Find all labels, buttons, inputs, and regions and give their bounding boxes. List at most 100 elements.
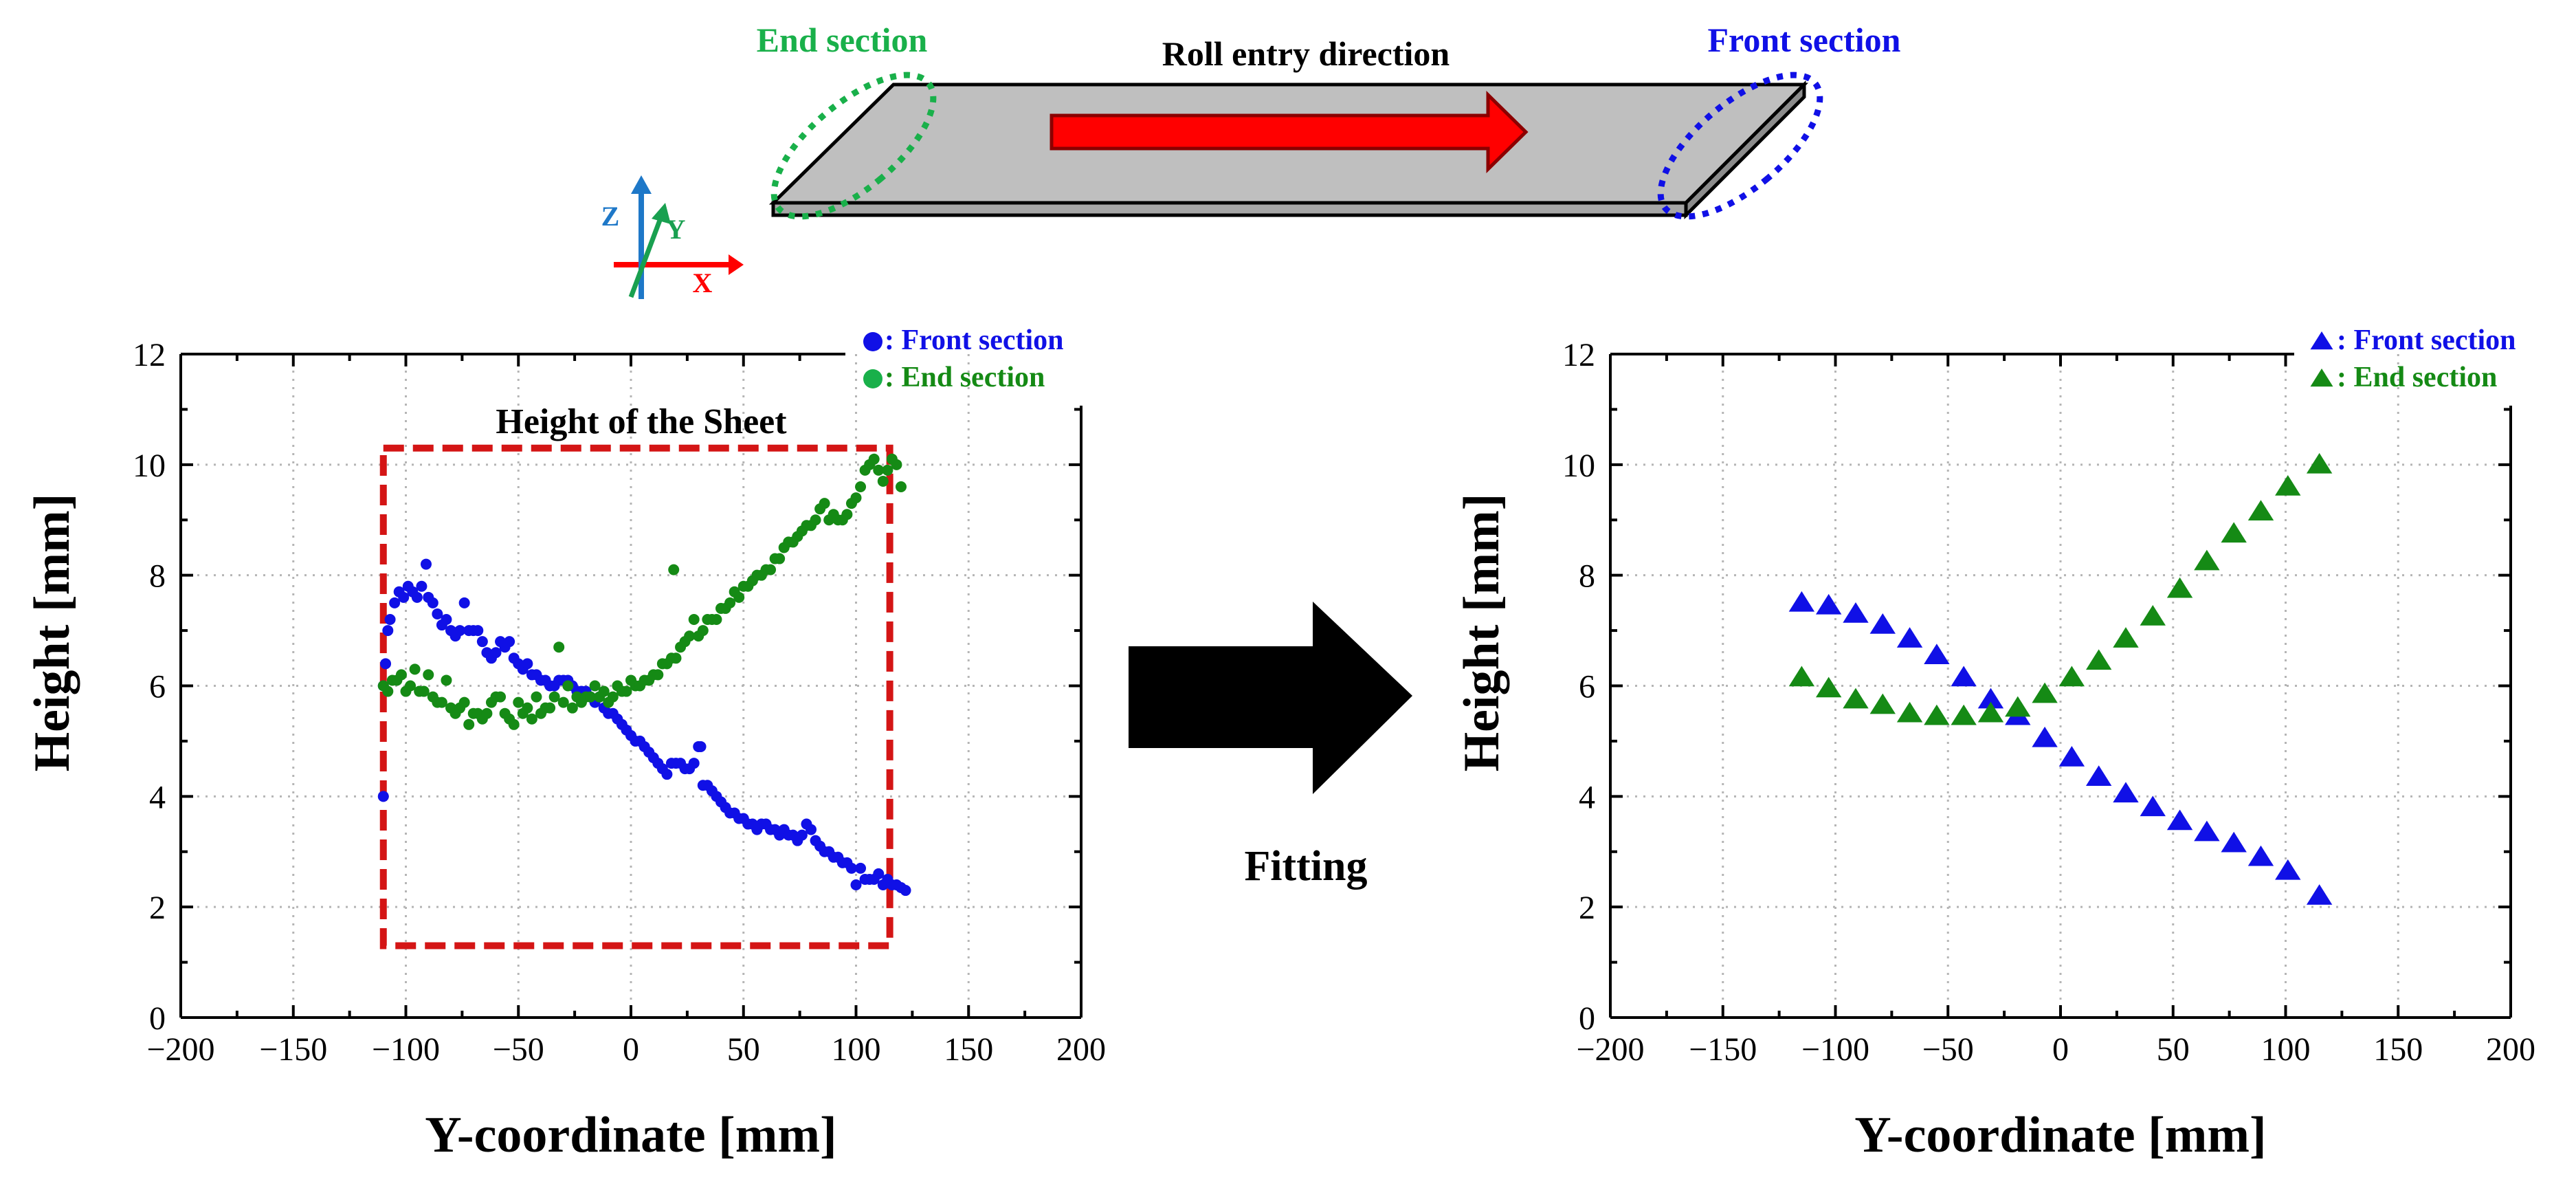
- end-section-point: [548, 691, 560, 703]
- x-tick-label: −100: [1801, 1031, 1869, 1068]
- front-section-point: [1896, 627, 1923, 648]
- annotation-label: Height of the Sheet: [496, 402, 787, 441]
- y-tick-label: 8: [1579, 558, 1595, 595]
- front-section-point: [490, 647, 502, 659]
- front-section-point: [2247, 845, 2274, 866]
- front-section-point: [454, 625, 466, 637]
- sheet-side-face: [1684, 80, 1806, 220]
- end-section-point: [850, 492, 862, 504]
- roll-direction-arrow: [1050, 91, 1529, 173]
- end-section-point: [684, 630, 696, 642]
- x-tick-label: −200: [146, 1031, 214, 1068]
- end-section-point: [382, 685, 394, 697]
- end-section-point: [395, 669, 407, 681]
- front-section-point: [873, 868, 885, 879]
- coordinate-axes-icon: Z Y X: [601, 175, 744, 299]
- end-section-point: [513, 696, 524, 708]
- end-section-point: [2194, 549, 2220, 571]
- end-section-point: [688, 614, 700, 625]
- right-arrow-icon: [1129, 602, 1412, 794]
- end-section-point: [566, 702, 578, 714]
- end-section-point: [765, 564, 777, 575]
- y-tick-labels: 0 2 4 6 8 10 12: [1562, 337, 1595, 1037]
- end-section-point: [621, 685, 632, 697]
- axis-x-label: X: [693, 267, 713, 298]
- front-section-marker: [1657, 72, 1823, 220]
- end-section-point: [891, 459, 902, 470]
- end-section-point: [1843, 688, 1869, 709]
- front-section-point: [522, 658, 533, 670]
- end-section-point: [508, 718, 520, 730]
- end-section-point: [522, 702, 533, 714]
- front-section-point: [1815, 593, 1842, 615]
- end-section-point: [2221, 522, 2247, 543]
- front-section-point: [398, 591, 410, 603]
- y-tick-label: 6: [149, 669, 166, 705]
- end-section-point: [697, 625, 709, 637]
- end-section-point: [481, 707, 493, 719]
- end-section-point: [670, 652, 682, 664]
- fitting-transition: Fitting: [1129, 602, 1412, 890]
- end-section-point: [711, 614, 722, 625]
- axis-y-label: Y: [666, 214, 686, 245]
- front-section-point: [2140, 795, 2166, 817]
- front-section-point: [2058, 746, 2085, 767]
- front-section-point: [2306, 884, 2333, 905]
- front-section-point: [384, 614, 396, 625]
- fitting-label: Fitting: [1244, 843, 1367, 890]
- front-section-point: [845, 862, 857, 874]
- end-section-marker: [770, 72, 937, 220]
- end-section-point: [458, 696, 470, 708]
- end-section-point: [544, 702, 556, 714]
- y-tick-label: 4: [1579, 779, 1595, 815]
- grid: [1610, 354, 2511, 1018]
- front-section-point: [389, 597, 401, 608]
- end-section-point: [1869, 693, 1896, 714]
- x-tick-label: −100: [372, 1031, 440, 1068]
- legend: : Front section : End section: [2310, 325, 2516, 393]
- end-section-point: [463, 718, 475, 730]
- front-section-point: [427, 597, 438, 608]
- axis-z-label: Z: [601, 201, 620, 232]
- front-section-point: [2221, 831, 2247, 853]
- y-tick-label: 10: [133, 448, 166, 484]
- end-section-point: [562, 680, 574, 692]
- front-section-point: [855, 862, 867, 874]
- end-section-point: [868, 453, 880, 465]
- end-section-point: [2113, 627, 2139, 648]
- front-section-point: [695, 740, 707, 752]
- x-tick-label: −150: [259, 1031, 327, 1068]
- x-tick-label: −50: [1922, 1031, 1974, 1068]
- end-section-point: [2085, 649, 2112, 670]
- front-section-point: [796, 829, 808, 841]
- end-section-point: [882, 464, 893, 476]
- y-tick-label: 2: [1579, 890, 1595, 926]
- front-section-point: [1869, 613, 1896, 634]
- front-section-point: [382, 625, 394, 637]
- end-section-point: [553, 641, 565, 653]
- x-tick-labels: −200 −150 −100 −50 0 50 100 150 200: [146, 1031, 1106, 1068]
- sheet-schematic: Roll entry direction End section Front s…: [757, 21, 1901, 220]
- legend-marker: [863, 369, 882, 388]
- front-section-point: [661, 769, 673, 780]
- front-section-point: [2194, 820, 2220, 842]
- end-section-point: [896, 481, 907, 492]
- front-section-point: [850, 879, 862, 890]
- end-section-point: [557, 696, 569, 708]
- front-section-point: [688, 758, 700, 769]
- x-tick-label: 50: [727, 1031, 760, 1068]
- end-section-series: [377, 453, 907, 730]
- y-tick-label: 6: [1579, 669, 1595, 705]
- x-tick-label: 100: [832, 1031, 881, 1068]
- end-section-point: [652, 669, 664, 681]
- front-section-point: [432, 608, 443, 619]
- end-section-point: [2247, 500, 2274, 520]
- legend-end-label: : End section: [885, 362, 1045, 393]
- x-tick-label: −50: [493, 1031, 544, 1068]
- front-section-point: [380, 658, 392, 670]
- x-tick-labels: −200 −150 −100 −50 0 50 100 150 200: [1576, 1031, 2535, 1068]
- x-tick-label: −150: [1689, 1031, 1757, 1068]
- front-section-label: Front section: [1708, 21, 1901, 59]
- y-tick-label: 12: [1562, 337, 1595, 373]
